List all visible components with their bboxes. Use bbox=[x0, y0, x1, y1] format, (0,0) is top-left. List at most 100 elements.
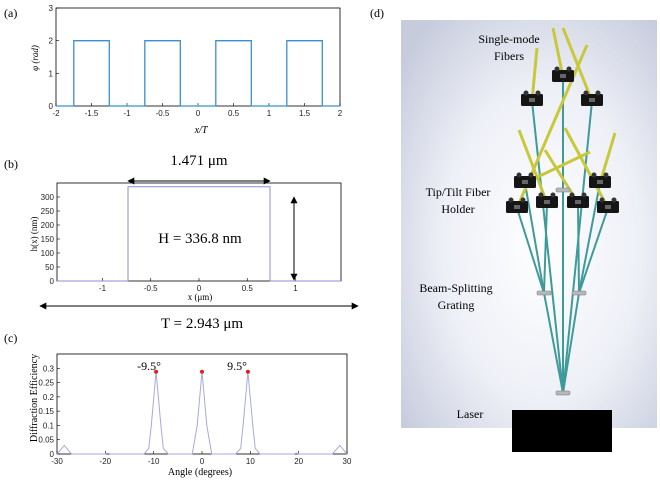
holder-knob bbox=[554, 66, 560, 72]
axes-frame bbox=[55, 7, 341, 107]
height-annotation: H = 336.8 nm bbox=[158, 231, 242, 247]
x-tick-label: 0 bbox=[197, 284, 202, 293]
y-tick-label: 0 bbox=[49, 102, 54, 111]
series-line bbox=[56, 371, 348, 455]
y-tick-label: 250 bbox=[41, 207, 55, 216]
grating-icon bbox=[555, 390, 571, 396]
x-tick-label: 20 bbox=[294, 457, 303, 466]
holder-clamp bbox=[514, 205, 520, 209]
x-tick-label: 1 bbox=[267, 109, 272, 118]
holder-knob bbox=[516, 172, 522, 178]
fiber-holder-icon bbox=[514, 172, 536, 188]
beam-line bbox=[562, 292, 580, 394]
axes-frame bbox=[56, 353, 348, 455]
y-tick-label: 0 bbox=[50, 450, 55, 459]
x-tick-label: -20 bbox=[100, 457, 112, 466]
panel-c: (c) Diffraction Efficiency Angle (degree… bbox=[4, 331, 352, 478]
y-tick-label: 50 bbox=[45, 263, 54, 272]
y-tick-label: 0.2 bbox=[43, 393, 55, 402]
x-tick-label: 0.5 bbox=[242, 284, 254, 293]
period-annotation: T = 2.943 μm bbox=[161, 316, 243, 332]
holder-knob bbox=[566, 66, 572, 72]
x-tick-label: 2 bbox=[338, 109, 343, 118]
y-tick-label: 1 bbox=[49, 69, 54, 78]
grating-group bbox=[536, 187, 587, 396]
holder-knob bbox=[528, 172, 534, 178]
x-tick-label: 1 bbox=[293, 284, 298, 293]
panel-c-label: (c) bbox=[4, 331, 17, 345]
width-annotation: 1.471 μm bbox=[170, 153, 228, 169]
beam-line bbox=[543, 292, 564, 394]
holder-clamp bbox=[560, 74, 566, 78]
beam-line bbox=[531, 100, 564, 394]
x-tick-label: 0 bbox=[200, 457, 205, 466]
fiber-holder-icon bbox=[581, 90, 603, 106]
holder-clamp bbox=[544, 200, 550, 204]
x-tick-label: -0.5 bbox=[156, 109, 170, 118]
single-mode-fiber bbox=[530, 47, 539, 102]
peak-label-minus: -9.5° bbox=[137, 359, 161, 373]
label-tiptilt-2: Holder bbox=[441, 202, 474, 216]
panel-d-label: (d) bbox=[370, 6, 384, 20]
beam-line bbox=[578, 207, 609, 294]
holder-clamp bbox=[522, 180, 528, 184]
holder-group bbox=[506, 66, 619, 213]
panel-b-xlabel: x (μm) bbox=[188, 292, 213, 302]
x-tick-label: -1.5 bbox=[85, 109, 99, 118]
panel-a-ylabel: φ (rad) bbox=[30, 45, 40, 71]
label-single-mode-2: Fibers bbox=[494, 49, 524, 63]
x-tick-label: -1 bbox=[99, 284, 107, 293]
y-tick-label: 2 bbox=[49, 37, 54, 46]
holder-knob bbox=[603, 172, 609, 178]
panel-a-label: (a) bbox=[4, 6, 17, 20]
y-tick-label: 0.25 bbox=[38, 379, 54, 388]
peak-point bbox=[154, 369, 159, 374]
y-tick-label: 0.15 bbox=[38, 407, 54, 416]
beam-line bbox=[524, 182, 545, 294]
grating-icon bbox=[555, 187, 571, 193]
x-tick-label: 0 bbox=[196, 109, 201, 118]
fiber-holder-icon bbox=[506, 197, 528, 213]
label-laser: Laser bbox=[457, 407, 484, 421]
x-tick-label: -2 bbox=[52, 109, 60, 118]
x-tick-label: 0.5 bbox=[228, 109, 240, 118]
y-tick-label: 0.05 bbox=[38, 436, 54, 445]
holder-knob bbox=[595, 90, 601, 96]
panel-c-xlabel: Angle (degrees) bbox=[168, 467, 232, 478]
label-tiptilt-1: Tip/Tilt Fiber bbox=[426, 185, 491, 199]
holder-knob bbox=[611, 197, 617, 203]
label-grating-1: Beam-Splitting bbox=[419, 281, 492, 295]
holder-knob bbox=[583, 90, 589, 96]
holder-clamp bbox=[597, 180, 603, 184]
holder-knob bbox=[520, 197, 526, 203]
label-grating-2: Grating bbox=[438, 298, 475, 312]
panel-b-label: (b) bbox=[4, 157, 18, 171]
panel-a-xlabel: x/T bbox=[194, 125, 209, 136]
beam-line bbox=[543, 202, 548, 294]
x-tick-label: -1 bbox=[123, 109, 131, 118]
y-tick-label: 0.1 bbox=[43, 421, 55, 430]
chart-a-plot: -2 -1.5 -1 -0.5 0 0.5 1 1.5 2 0 1 2 3 bbox=[49, 4, 343, 118]
laser-block-icon bbox=[512, 410, 612, 452]
fiber-holder-icon bbox=[521, 90, 543, 106]
single-mode-fiber bbox=[551, 27, 565, 78]
label-single-mode-1: Single-mode bbox=[478, 32, 539, 46]
y-tick-label: 100 bbox=[41, 249, 55, 258]
panel-d: (d) Single-mode Fibers Tip/Tilt Fiber Ho… bbox=[370, 6, 657, 452]
panel-a: (a) φ (rad) x/T -2 -1.5 -1 -0.5 0 0.5 1 1.5 2 0 1 2… bbox=[4, 4, 343, 136]
fiber-holder-icon bbox=[567, 192, 589, 208]
y-tick-label: 0 bbox=[50, 277, 55, 286]
y-tick-label: 300 bbox=[41, 193, 55, 202]
single-mode-fiber bbox=[598, 132, 617, 184]
holder-knob bbox=[535, 90, 541, 96]
beam-line bbox=[516, 207, 545, 294]
fiber-holder-icon bbox=[597, 197, 619, 213]
grating-icon bbox=[536, 290, 552, 296]
beam-line bbox=[578, 182, 601, 294]
panel-b: (b) h(x) (nm) x (μm) -1 -0.5 0 0.5 1 0 50 100 15… bbox=[4, 153, 359, 332]
holder-knob bbox=[569, 192, 575, 198]
holder-knob bbox=[523, 90, 529, 96]
single-mode-fiber bbox=[517, 129, 549, 204]
x-tick-label: -30 bbox=[51, 457, 63, 466]
